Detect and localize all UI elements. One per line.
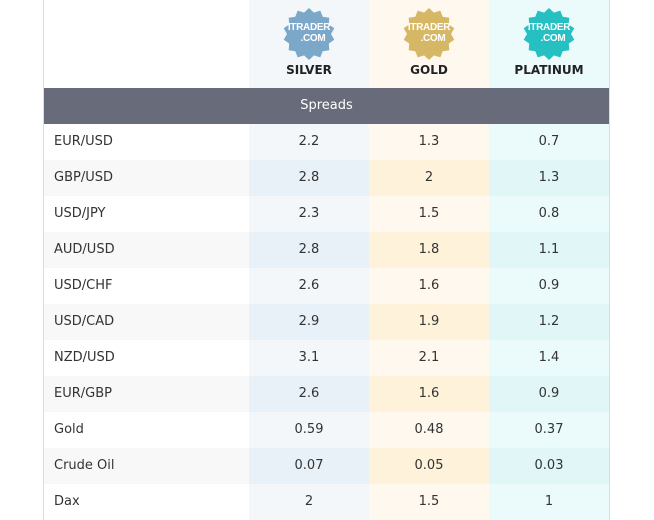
plan-name: GOLD	[410, 63, 448, 77]
table-row: Dax 2 1.5 1	[44, 484, 609, 520]
spread-value: 0.59	[249, 412, 369, 448]
spread-value: 0.07	[249, 448, 369, 484]
spread-value: 1.1	[489, 232, 609, 268]
plan-platinum: ITRADER .COM PLATINUM	[489, 0, 609, 88]
spread-value: 1.3	[369, 124, 489, 160]
table-row: EUR/USD 2.2 1.3 0.7	[44, 124, 609, 160]
spread-value: 1.9	[369, 304, 489, 340]
spread-value: 2.8	[249, 160, 369, 196]
spread-value: 2.6	[249, 268, 369, 304]
logo-text: .COM	[300, 33, 326, 44]
spread-value: 0.05	[369, 448, 489, 484]
spread-value: 1.6	[369, 376, 489, 412]
logo-text: .COM	[540, 33, 566, 44]
spread-value: 2.8	[249, 232, 369, 268]
spread-value: 2.1	[369, 340, 489, 376]
spreads-comparison-table: ITRADER .COM SILVER ITRADER .COM GOLD ITRA…	[43, 0, 610, 520]
table-row: Gold 0.59 0.48 0.37	[44, 412, 609, 448]
spread-value: 2.3	[249, 196, 369, 232]
instrument-label: USD/JPY	[54, 206, 106, 221]
spread-value: 0.9	[489, 376, 609, 412]
spread-value: 1.5	[369, 196, 489, 232]
plan-silver: ITRADER .COM SILVER	[249, 0, 369, 88]
table-row: Crude Oil 0.07 0.05 0.03	[44, 448, 609, 484]
plan-name: SILVER	[286, 63, 332, 77]
starburst-icon	[523, 8, 575, 60]
starburst-icon	[283, 8, 335, 60]
logo-text: ITRADER	[527, 22, 571, 33]
table-row: USD/CHF 2.6 1.6 0.9	[44, 268, 609, 304]
starburst-icon	[403, 8, 455, 60]
instrument-label: EUR/USD	[54, 134, 113, 149]
spread-value: 1.5	[369, 484, 489, 520]
itrader-logo-badge: ITRADER .COM	[403, 8, 455, 60]
spread-value: 0.48	[369, 412, 489, 448]
spread-value: 3.1	[249, 340, 369, 376]
header-empty-cell	[44, 0, 249, 88]
spread-value: 2.2	[249, 124, 369, 160]
table-header: ITRADER .COM SILVER ITRADER .COM GOLD ITRA…	[44, 0, 609, 88]
itrader-logo-badge: ITRADER .COM	[523, 8, 575, 60]
spread-value: 1	[489, 484, 609, 520]
plan-name: PLATINUM	[514, 63, 584, 77]
spread-value: 0.03	[489, 448, 609, 484]
spread-value: 0.9	[489, 268, 609, 304]
spread-value: 2.6	[249, 376, 369, 412]
spread-value: 1.2	[489, 304, 609, 340]
table-row: USD/CAD 2.9 1.9 1.2	[44, 304, 609, 340]
instrument-label: NZD/USD	[54, 350, 115, 365]
spread-value: 1.3	[489, 160, 609, 196]
section-title-bar: Spreads	[44, 88, 609, 124]
instrument-label: EUR/GBP	[44, 376, 249, 412]
table-row: AUD/USD 2.8 1.8 1.1	[44, 232, 609, 268]
spread-value: 1.6	[369, 268, 489, 304]
instrument-label: Crude Oil	[44, 448, 249, 484]
spread-value: 0.37	[489, 412, 609, 448]
spread-value: 2	[249, 484, 369, 520]
instrument-label: USD/CAD	[44, 304, 249, 340]
logo-text: ITRADER	[287, 22, 331, 33]
table-body: EUR/USD 2.2 1.3 0.7 GBP/USD 2.8 2 1.3 USD/JPY 2.3…	[44, 124, 609, 520]
spread-value: 0.7	[489, 124, 609, 160]
plan-gold: ITRADER .COM GOLD	[369, 0, 489, 88]
spread-value: 1.4	[489, 340, 609, 376]
spread-value: 2	[369, 160, 489, 196]
instrument-label: AUD/USD	[44, 232, 249, 268]
instrument-label: USD/CHF	[54, 278, 113, 293]
table-row: USD/JPY 2.3 1.5 0.8	[44, 196, 609, 232]
itrader-logo-badge: ITRADER .COM	[283, 8, 335, 60]
instrument-label: Dax	[54, 494, 80, 509]
spread-value: 2.9	[249, 304, 369, 340]
instrument-label: Gold	[54, 422, 84, 437]
table-row: GBP/USD 2.8 2 1.3	[44, 160, 609, 196]
spread-value: 0.8	[489, 196, 609, 232]
table-row: NZD/USD 3.1 2.1 1.4	[44, 340, 609, 376]
instrument-label: GBP/USD	[44, 160, 249, 196]
spread-value: 1.8	[369, 232, 489, 268]
logo-text: ITRADER	[407, 22, 451, 33]
logo-text: .COM	[420, 33, 446, 44]
table-row: EUR/GBP 2.6 1.6 0.9	[44, 376, 609, 412]
